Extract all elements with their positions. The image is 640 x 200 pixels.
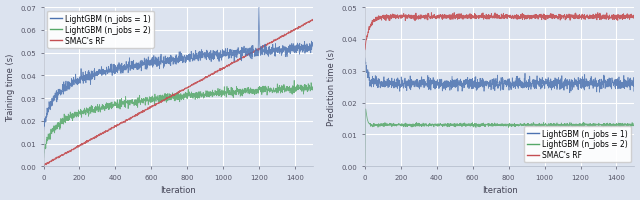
Y-axis label: Training time (s): Training time (s) [6,53,15,121]
X-axis label: Iteration: Iteration [161,186,196,194]
Y-axis label: Prediction time (s): Prediction time (s) [327,49,336,126]
X-axis label: Iteration: Iteration [482,186,518,194]
Legend: LightGBM (n_jobs = 1), LightGBM (n_jobs = 2), SMAC's RF: LightGBM (n_jobs = 1), LightGBM (n_jobs … [524,126,630,163]
Legend: LightGBM (n_jobs = 1), LightGBM (n_jobs = 2), SMAC's RF: LightGBM (n_jobs = 1), LightGBM (n_jobs … [47,12,154,49]
